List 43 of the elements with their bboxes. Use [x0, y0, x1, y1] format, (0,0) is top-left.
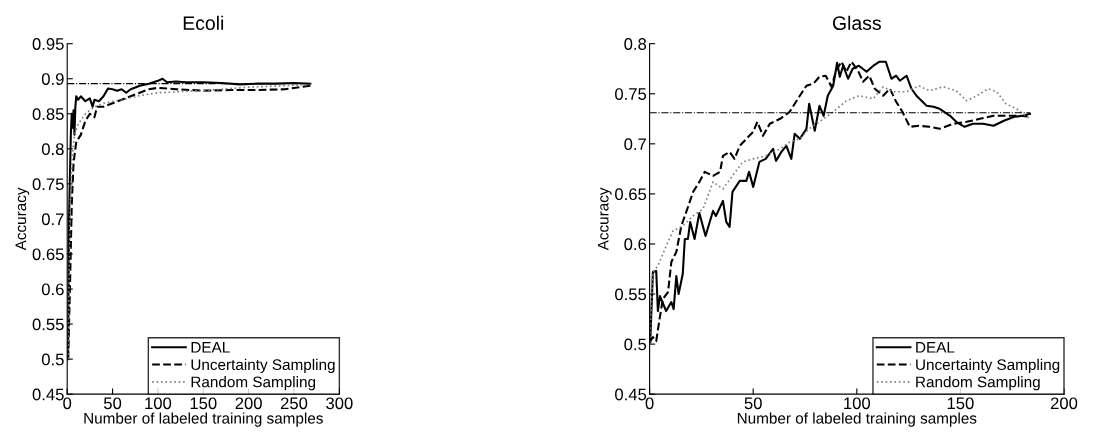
- x-tick-label: 50: [744, 397, 762, 410]
- y-tick-label: 0.75: [32, 178, 64, 191]
- y-tick-label: 0.5: [41, 353, 64, 366]
- legend-label: Random Sampling: [191, 376, 316, 391]
- y-axis-title: Accuracy: [597, 187, 612, 251]
- x-tick-label: 0: [645, 397, 654, 410]
- y-tick-label: 0.6: [41, 283, 64, 296]
- x-tick-label: 50: [103, 397, 122, 410]
- y-tick-label: 0.6: [624, 238, 647, 251]
- y-tick-label: 0.7: [41, 213, 64, 226]
- y-tick-label: 0.55: [32, 318, 64, 331]
- y-tick-label: 0.9: [41, 73, 64, 85]
- x-tick-label: 200: [235, 397, 262, 410]
- x-tick-label: 300: [326, 397, 353, 410]
- chart-title: Ecoli: [183, 15, 224, 30]
- y-tick-label: 0.85: [32, 108, 64, 120]
- y-tick-label: 0.45: [615, 388, 647, 401]
- legend-label: Uncertainty Sampling: [916, 358, 1060, 374]
- y-tick-label: 0.5: [624, 338, 647, 351]
- x-tick-label: 100: [145, 397, 172, 410]
- x-tick-label: 250: [280, 397, 308, 410]
- x-tick-label: 0: [63, 397, 72, 410]
- x-tick-label: 150: [190, 397, 217, 410]
- y-tick-label: 0.75: [615, 88, 647, 100]
- x-axis-title: Number of labeled training samples: [737, 412, 977, 427]
- legend-label: Uncertainty Sampling: [191, 358, 335, 374]
- legend-label: DEAL: [916, 342, 955, 353]
- y-tick-label: 0.95: [32, 38, 64, 50]
- y-tick-label: 0.45: [32, 388, 64, 401]
- y-tick-label: 0.8: [624, 38, 647, 50]
- y-tick-label: 0.8: [41, 143, 64, 156]
- x-tick-label: 200: [1050, 397, 1078, 410]
- y-tick-label: 0.65: [32, 248, 64, 261]
- y-tick-label: 0.65: [615, 188, 647, 201]
- x-axis-title: Number of labeled training samples: [84, 412, 323, 427]
- y-tick-label: 0.55: [615, 288, 647, 301]
- y-axis-title: Accuracy: [15, 187, 30, 251]
- chart-title: Glass: [832, 15, 881, 30]
- x-tick-label: 100: [844, 397, 871, 410]
- x-tick-label: 150: [947, 397, 974, 410]
- y-tick-label: 0.7: [624, 138, 646, 151]
- legend-label: Random Sampling: [916, 376, 1040, 391]
- legend-label: DEAL: [191, 342, 230, 353]
